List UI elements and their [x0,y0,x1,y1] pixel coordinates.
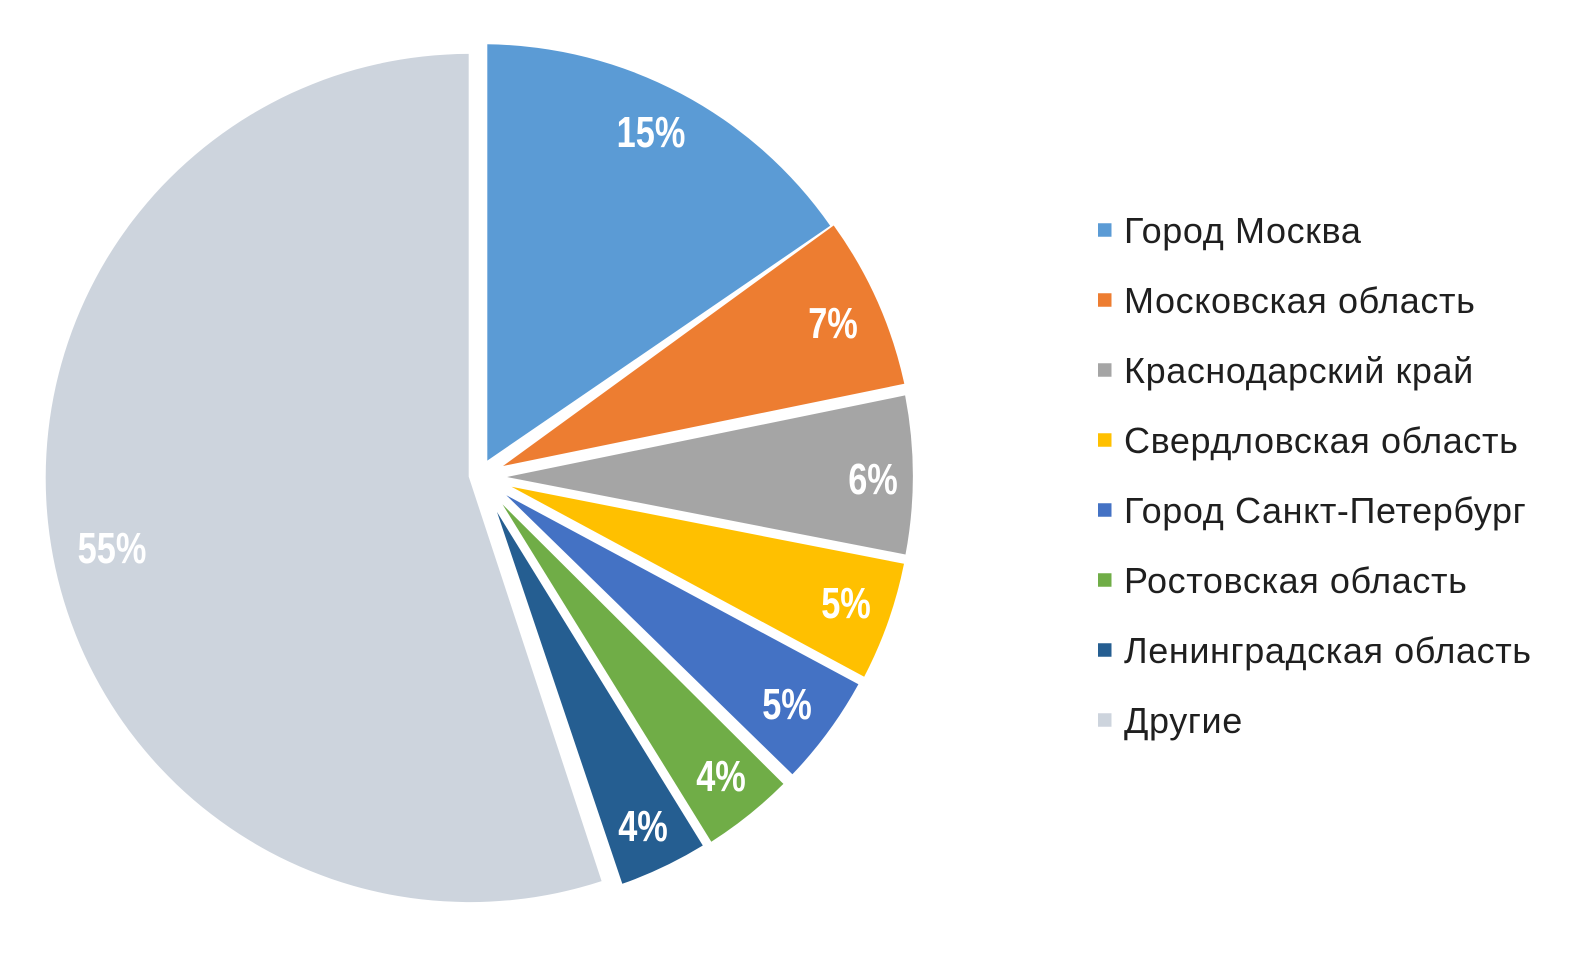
svg-text:15%: 15% [617,108,686,157]
svg-text:4%: 4% [618,802,668,851]
svg-text:Свердловская область: Свердловская область [1124,420,1518,461]
svg-text:Другие: Другие [1124,700,1243,741]
svg-text:5%: 5% [821,579,871,628]
svg-text:Город Москва: Город Москва [1124,210,1362,251]
svg-text:Ростовская область: Ростовская область [1124,560,1467,601]
svg-text:Краснодарский край: Краснодарский край [1124,350,1474,391]
svg-text:6%: 6% [848,455,898,504]
svg-text:55%: 55% [78,524,147,573]
svg-text:Ленинградская область: Ленинградская область [1124,630,1532,671]
svg-text:5%: 5% [762,680,812,729]
svg-text:7%: 7% [808,299,858,348]
svg-text:Город Санкт-Петербург: Город Санкт-Петербург [1124,490,1526,531]
svg-text:Московская область: Московская область [1124,280,1475,321]
svg-text:4%: 4% [696,752,746,801]
